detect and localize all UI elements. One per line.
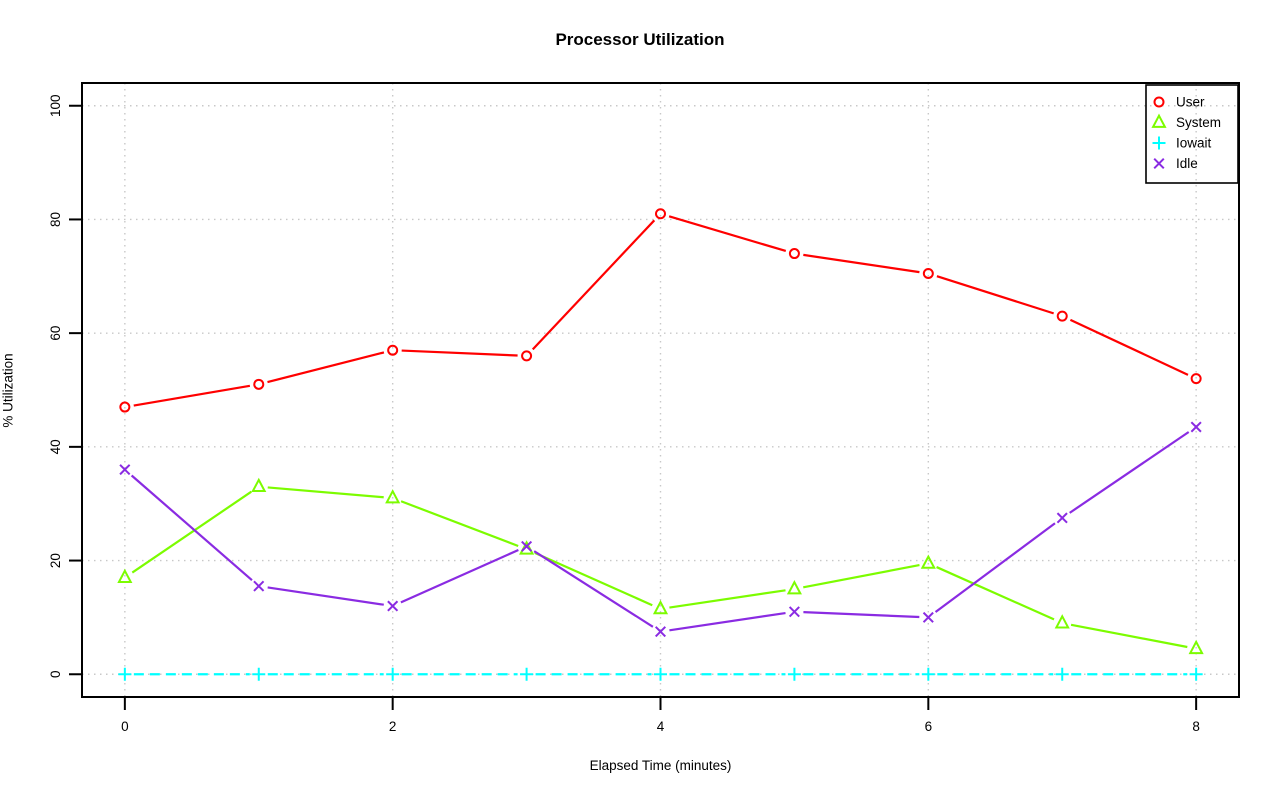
plus-marker — [1055, 667, 1069, 681]
y-tick-label: 80 — [48, 212, 63, 227]
triangle-marker — [1151, 113, 1167, 128]
x-tick-label: 4 — [657, 719, 665, 734]
series-line-segment — [803, 564, 920, 589]
legend: User System Iowait Idle — [1145, 84, 1239, 184]
plus-marker — [1152, 136, 1166, 150]
circle-marker — [1190, 373, 1202, 385]
series-iowait — [118, 667, 1203, 681]
x-axis: 0 2 4 6 8 — [121, 697, 1200, 734]
series-line-segment — [267, 351, 385, 384]
y-tick-label: 60 — [48, 326, 63, 341]
series-line-segment — [668, 215, 787, 253]
plus-marker — [1189, 667, 1203, 681]
y-tick-label: 100 — [48, 94, 63, 117]
series-line-segment — [531, 219, 656, 351]
circle-marker — [253, 378, 265, 390]
x-marker — [1190, 421, 1202, 433]
triangle-marker — [920, 554, 936, 569]
x-marker — [119, 464, 131, 476]
plus-marker — [118, 667, 132, 681]
plus-marker — [921, 667, 935, 681]
circle-marker — [521, 350, 533, 362]
x-marker — [654, 626, 667, 638]
triangle-marker — [117, 568, 133, 584]
plus-marker — [386, 667, 400, 681]
series-line-segment — [133, 384, 251, 407]
triangle-marker — [519, 540, 535, 555]
x-marker — [1056, 512, 1068, 524]
triangle-marker — [786, 580, 802, 595]
y-tick-label: 20 — [48, 553, 63, 568]
x-marker — [922, 611, 934, 623]
series-line-segment — [400, 500, 519, 548]
x-axis-label: Elapsed Time (minutes) — [589, 758, 732, 773]
circle-marker — [1056, 310, 1068, 322]
triangle-marker — [1188, 639, 1204, 655]
series-line-segment — [1069, 431, 1190, 514]
y-axis: 0 20 40 60 80 100 — [48, 94, 82, 678]
circle-marker — [1153, 96, 1165, 108]
series-line-segment — [131, 490, 252, 574]
x-tick-label: 6 — [925, 719, 933, 734]
circle-marker — [788, 248, 800, 260]
plus-marker — [252, 667, 266, 681]
series-line-segment — [533, 550, 654, 628]
y-axis-label: % Utilization — [0, 353, 16, 428]
x-marker — [253, 580, 265, 592]
series-line-segment — [267, 486, 384, 499]
triangle-marker — [652, 599, 669, 615]
triangle-marker — [385, 489, 401, 504]
series-line-segment — [267, 586, 384, 606]
x-tick-label: 2 — [389, 719, 397, 734]
series-line-segment — [934, 522, 1056, 613]
x-marker — [1153, 157, 1165, 170]
series-system — [117, 477, 1204, 655]
legend-label-iowait: Iowait — [1176, 136, 1212, 151]
legend-label-user: User — [1176, 95, 1205, 110]
series-line-segment — [669, 589, 786, 609]
series-idle — [119, 421, 1202, 638]
series-user — [119, 208, 1202, 413]
plus-marker — [520, 667, 534, 681]
circle-marker — [922, 267, 934, 279]
series-line-segment — [130, 474, 253, 582]
series-line-segment — [1070, 623, 1188, 649]
y-tick-label: 40 — [48, 439, 63, 454]
x-tick-label: 0 — [121, 719, 129, 734]
series-line-segment — [669, 611, 786, 632]
plus-marker — [654, 667, 667, 681]
x-marker — [788, 606, 800, 618]
circle-marker — [119, 401, 131, 413]
x-tick-label: 8 — [1192, 719, 1200, 734]
legend-label-system: System — [1176, 115, 1221, 130]
plus-marker — [787, 667, 801, 681]
legend-box — [1145, 84, 1239, 184]
triangle-marker — [1054, 614, 1070, 629]
chart-title: Processor Utilization — [555, 30, 725, 49]
x-marker — [521, 540, 533, 552]
circle-marker — [655, 208, 666, 220]
circle-marker — [387, 344, 399, 356]
series-line-segment — [936, 275, 1054, 315]
legend-label-idle: Idle — [1176, 156, 1198, 171]
x-marker — [387, 600, 399, 612]
series-line-segment — [803, 611, 920, 619]
series-line-segment — [1069, 318, 1189, 376]
triangle-marker — [251, 477, 267, 493]
series-line-segment — [400, 549, 519, 604]
series-line-segment — [401, 349, 518, 357]
gridlines — [82, 83, 1239, 697]
series-line-segment — [534, 551, 653, 607]
series-line-segment — [936, 566, 1055, 621]
y-tick-label: 0 — [48, 671, 63, 679]
series-line-segment — [803, 253, 920, 274]
